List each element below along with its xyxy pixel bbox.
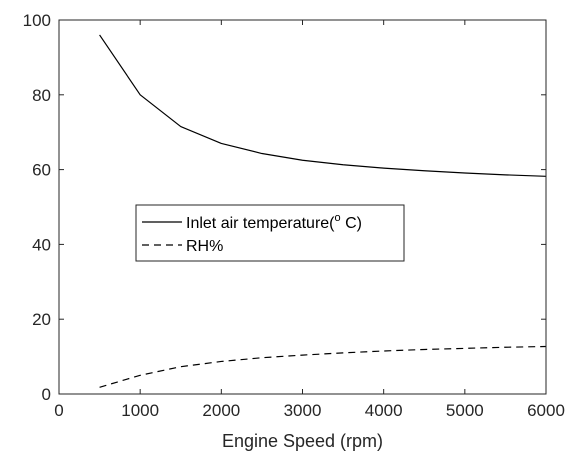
x-axis-title: Engine Speed (rpm) <box>222 431 383 451</box>
axes-box <box>58 19 547 395</box>
legend: Inlet air temperature(o C) RH% <box>135 204 405 262</box>
series-line-rh <box>99 345 547 388</box>
x-tick-label: 5000 <box>446 401 484 420</box>
x-tick-label: 2000 <box>202 401 240 420</box>
legend-label-rh: RH% <box>186 238 223 255</box>
legend-box <box>135 204 405 262</box>
legend-label-temperature-sup: o <box>335 212 341 224</box>
y-tick-label: 100 <box>23 11 51 30</box>
x-tick-label: 0 <box>54 401 63 420</box>
x-tick-label: 3000 <box>284 401 322 420</box>
y-tick-label: 20 <box>32 310 51 329</box>
series-group <box>99 34 547 388</box>
x-tick-label: 1000 <box>121 401 159 420</box>
legend-label-temperature-tail: C) <box>341 215 362 232</box>
y-tick-label: 60 <box>32 161 51 180</box>
series-line-temperature <box>99 34 547 177</box>
legend-label-temperature-main: Inlet air temperature( <box>186 215 335 232</box>
legend-label-temperature: Inlet air temperature(o C) <box>186 212 362 232</box>
y-tick-label: 0 <box>42 385 51 404</box>
tick-group: 0 1000 2000 3000 4000 5000 6000 0 20 40 60 80 100 <box>23 11 565 420</box>
y-tick-label: 40 <box>32 235 51 254</box>
x-tick-label: 6000 <box>527 401 565 420</box>
y-tick-label: 80 <box>32 86 51 105</box>
x-tick-label: 4000 <box>365 401 403 420</box>
